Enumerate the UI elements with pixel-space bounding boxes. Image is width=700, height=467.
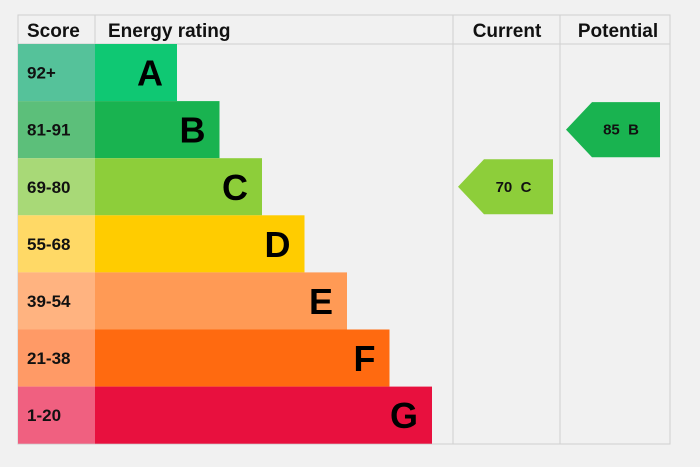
score-cell-g: [18, 386, 95, 444]
score-range-d: 55-68: [27, 235, 70, 254]
score-range-g: 1-20: [27, 406, 61, 425]
potential-rating-label: 85 B: [603, 122, 639, 139]
band-bar-e: [95, 272, 347, 330]
current-rating-arrow: [458, 159, 553, 215]
band-letter-d: D: [265, 224, 291, 265]
score-range-c: 69-80: [27, 178, 70, 197]
band-letter-b: B: [180, 110, 206, 151]
band-letter-g: G: [390, 395, 418, 436]
score-cell-c: [18, 158, 95, 216]
header-current: Current: [473, 21, 542, 42]
band-bar-c: [95, 158, 262, 216]
score-cell-b: [18, 101, 95, 159]
band-bar-d: [95, 215, 305, 273]
band-letter-f: F: [354, 338, 376, 379]
score-cell-f: [18, 329, 95, 387]
header-energy-rating: Energy rating: [108, 21, 230, 42]
score-cell-e: [18, 272, 95, 330]
band-letter-a: A: [137, 53, 163, 94]
band-bar-b: [95, 101, 220, 159]
band-bar-g: [95, 386, 432, 444]
current-rating-label: 70 C: [496, 179, 532, 196]
band-bar-a: [95, 44, 177, 102]
header-potential: Potential: [578, 21, 658, 42]
score-cell-d: [18, 215, 95, 273]
score-range-b: 81-91: [27, 121, 70, 140]
potential-rating-arrow: [566, 102, 660, 158]
band-bar-f: [95, 329, 390, 387]
score-range-a: 92+: [27, 64, 56, 83]
header-score: Score: [27, 21, 80, 42]
score-range-e: 39-54: [27, 292, 71, 311]
band-letter-c: C: [222, 167, 248, 208]
band-letter-e: E: [309, 281, 333, 322]
score-cell-a: [18, 44, 95, 102]
score-range-f: 21-38: [27, 349, 70, 368]
